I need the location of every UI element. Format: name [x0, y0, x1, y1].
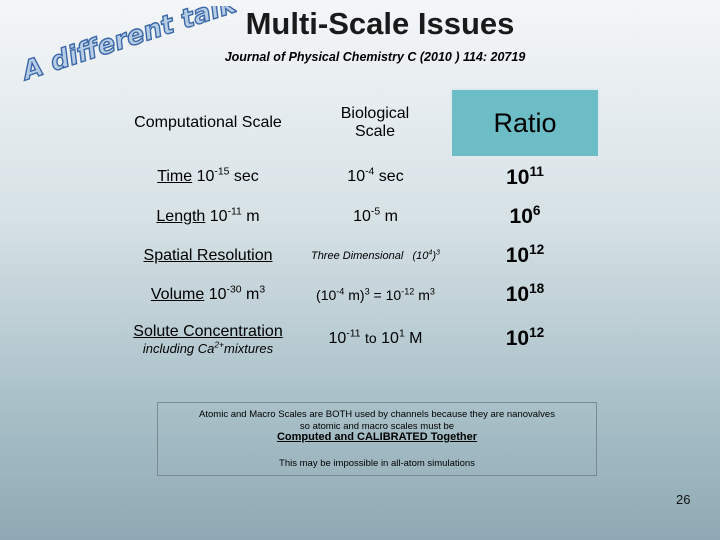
volume-biological-cell: (10-4 m)3 = 10-12 m3 [316, 285, 435, 303]
journal-citation: Journal of Physical Chemistry C (2010 ) … [224, 50, 526, 64]
calibration-note-box: Atomic and Macro Scales are BOTH used by… [157, 402, 597, 476]
table-row: Time 10-15 sec 10-4 sec 1011 [116, 157, 599, 197]
length-biological-cell: 10-5 m [353, 206, 398, 225]
spatial-resolution-biological-cell: Three Dimensional (104)3 [310, 247, 441, 262]
wordart-tagline: A different talk! [22, 6, 237, 86]
table-header-row: Computational Scale Biological Scale Rat… [116, 88, 600, 158]
solute-concentration-ratio-cell: 1012 [505, 325, 545, 350]
length-ratio-cell: 106 [509, 202, 541, 228]
table-row: Spatial Resolution Three Dimensional (10… [116, 236, 599, 275]
time-computational-cell: Time 10-15 sec [157, 166, 259, 185]
solute-concentration-computational-cell: Solute Concentration including Ca2+mixtu… [133, 322, 283, 356]
note-line-2: so atomic and macro scales must be [299, 420, 455, 432]
table-row: Length 10-11 m 10-5 m 106 [116, 197, 599, 236]
volume-ratio-cell: 1018 [505, 280, 545, 306]
volume-computational-cell: Volume 10-30 m3 [150, 284, 266, 303]
note-line-1: Atomic and Macro Scales are BOTH used by… [199, 409, 555, 420]
spatial-resolution-ratio-cell: 1012 [505, 241, 545, 267]
time-biological-cell: 10-4 sec [347, 166, 404, 185]
tagline-text: A different talk! [22, 6, 237, 86]
note-emphasis: Computed and CALIBRATED Together [276, 431, 478, 443]
note-line-3: This may be impossible in all-atom simul… [279, 457, 475, 469]
table-row: Solute Concentration including Ca2+mixtu… [116, 314, 599, 364]
solute-concentration-biological-cell: 10-11 to 101 M [328, 328, 423, 347]
header-ratio: Ratio [450, 88, 600, 158]
spatial-resolution-computational-cell: Spatial Resolution [143, 246, 273, 264]
header-biological-scale: Biological Scale [340, 105, 410, 140]
table-row: Volume 10-30 m3 (10-4 m)3 = 10-12 m3 101… [116, 275, 599, 314]
length-computational-cell: Length 10-11 m [156, 206, 260, 225]
slide-title: Multi-Scale Issues [245, 6, 515, 41]
header-computational-scale: Computational Scale [134, 114, 282, 131]
time-ratio-cell: 1011 [506, 163, 544, 189]
scale-comparison-table: Computational Scale Biological Scale Rat… [116, 88, 600, 364]
page-number: 26 [676, 492, 691, 507]
